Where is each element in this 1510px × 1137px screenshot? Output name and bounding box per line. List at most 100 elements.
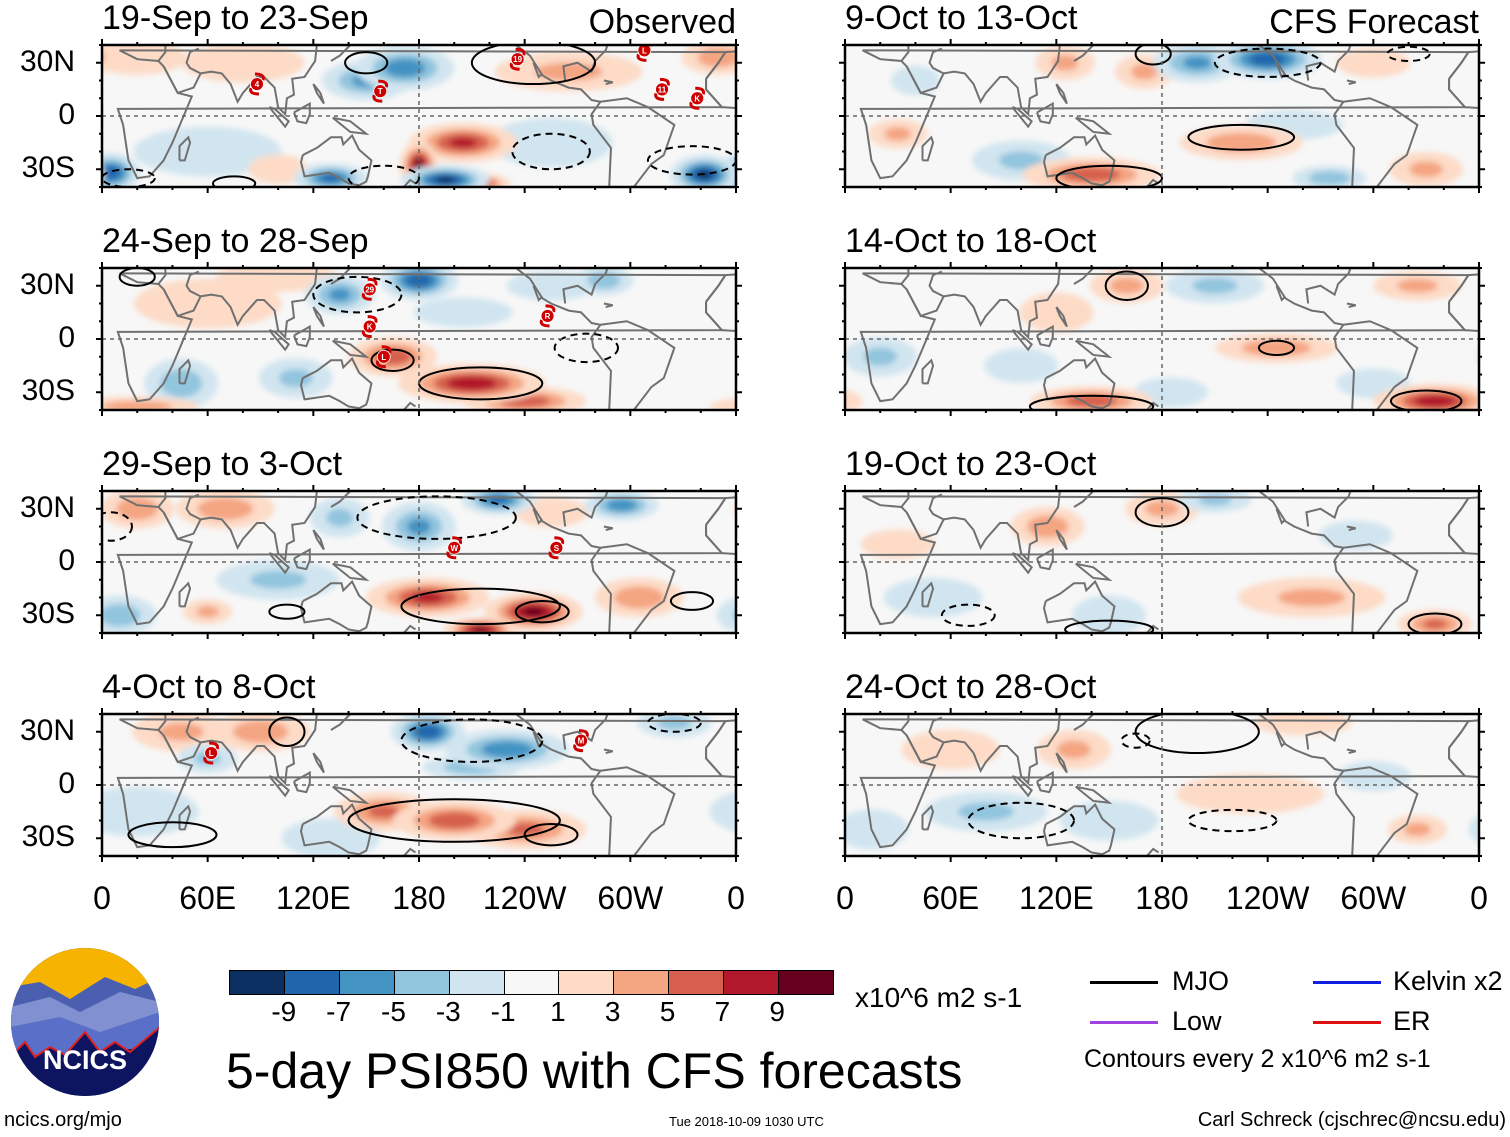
colorbar-swatch (284, 971, 340, 994)
map-panel: 4 T 19 L 11 K (96, 39, 742, 193)
mjo-contour-positive (344, 51, 389, 75)
mjo-contour-negative (400, 718, 544, 763)
storm-label: L (209, 749, 214, 758)
mjo-contour-positive (370, 348, 415, 372)
mjo-contour-positive (1389, 389, 1463, 410)
mjo-contour-positive (1257, 339, 1296, 356)
latitude-label: 30N (19, 267, 75, 301)
colorbar-swatch (559, 971, 615, 994)
positive-anomaly (102, 491, 736, 529)
tropical-cyclone-icon: 19 (509, 47, 526, 71)
colorbar-swatch (724, 971, 780, 994)
storm-label: L (642, 46, 647, 55)
colorbar-tick-label: -7 (326, 996, 352, 1027)
coastlines (116, 714, 736, 856)
positive-anomaly (211, 714, 310, 752)
negative-anomaly (1059, 800, 1159, 841)
positive-anomaly (1019, 292, 1094, 333)
axis-ticks (96, 39, 742, 193)
coastlines (859, 45, 1479, 187)
psi850-map (839, 485, 1485, 639)
tropical-cyclone-icon: L (375, 345, 392, 369)
legend-label-low: Low (1172, 1006, 1222, 1036)
coastlines (116, 45, 736, 187)
storm-label: K (367, 323, 373, 332)
colorbar-swatch (449, 971, 505, 994)
positive-anomaly (248, 154, 308, 185)
legend-label-kelvin: Kelvin x2 (1393, 966, 1503, 996)
tropical-cyclone-icon: W (446, 536, 463, 560)
negative-anomaly (102, 595, 736, 633)
negative-anomaly (310, 497, 370, 538)
latitude-label: 0 (58, 98, 75, 131)
negative-anomaly (390, 714, 465, 752)
tropical-cyclone-icon: 11 (654, 77, 670, 101)
axis-ticks (839, 262, 1485, 416)
positive-anomaly (1089, 268, 1164, 304)
negative-anomaly (984, 348, 1059, 384)
negative-anomaly (1318, 520, 1393, 551)
legend-line-kelvin (1313, 981, 1381, 984)
figure-title: 5-day PSI850 with CFS forecasts (226, 1043, 963, 1099)
negative-anomaly (401, 164, 490, 187)
legend-line-mjo (1090, 981, 1158, 984)
storm-label: W (450, 544, 458, 553)
negative-anomaly (845, 809, 1479, 850)
colorbar-swatch (614, 971, 670, 994)
coastlines (116, 268, 736, 410)
colorbar (229, 970, 834, 995)
latitude-label: 30N (19, 713, 75, 747)
forecast-label: CFS Forecast (1269, 3, 1479, 41)
tropical-cyclone-icon: K (689, 86, 706, 110)
positive-anomaly (102, 396, 736, 410)
longitude-label: 60W (1340, 880, 1407, 916)
panel-title: 24-Oct to 28-Oct (845, 668, 1097, 706)
axis-ticks (96, 262, 742, 416)
axis-ticks (96, 485, 742, 639)
positive-anomaly (1036, 729, 1111, 770)
positive-anomaly (1214, 332, 1339, 363)
negative-anomaly (102, 786, 736, 837)
latitude-label: 30N (19, 490, 75, 524)
axis-ticks (839, 485, 1485, 639)
mjo-contour-positive (1064, 619, 1155, 633)
mjo-contour-positive (127, 821, 218, 849)
colorbar-swatch (230, 971, 285, 994)
mjo-contour-positive (268, 603, 306, 620)
ncics-logo-graphic: NCICS (11, 948, 159, 1096)
positive-anomaly (845, 383, 1479, 410)
panel-title: 19-Oct to 23-Oct (845, 445, 1097, 483)
mjo-contour-positive (1104, 270, 1149, 301)
negative-anomaly (924, 791, 1048, 832)
longitude-label: 120E (275, 880, 351, 916)
negative-anomaly (890, 65, 941, 96)
mjo-contour-positive (347, 798, 561, 843)
storm-label: S (554, 544, 560, 553)
mjo-contour-negative (102, 168, 156, 187)
storm-label: 11 (658, 85, 667, 94)
coastlines (859, 268, 1479, 410)
latitude-label: 30S (21, 374, 75, 408)
coastlines (859, 491, 1479, 633)
panel-title: 9-Oct to 13-Oct (845, 0, 1078, 37)
colorbar-swatch (339, 971, 395, 994)
negative-anomaly (489, 117, 613, 168)
positive-anomaly (1336, 47, 1411, 78)
mjo-contour-negative (646, 145, 736, 176)
positive-anomaly (408, 122, 518, 163)
legend-line-low (1090, 1021, 1158, 1024)
mjo-contour-negative (312, 275, 403, 314)
colorbar-tick-label: -5 (381, 996, 406, 1027)
mjo-contour-positive (669, 591, 715, 611)
mjo-contour-negative (1120, 732, 1151, 749)
colorbar-tick-label: -9 (271, 996, 297, 1027)
website-link[interactable]: ncics.org/mjo (4, 1109, 122, 1131)
positive-anomaly (1176, 773, 1325, 814)
latitude-label: 30S (21, 597, 75, 631)
positive-anomaly (1387, 814, 1447, 845)
psi850-map (839, 708, 1485, 862)
longitude-label: 120W (482, 880, 567, 916)
mjo-contour-negative (553, 332, 620, 364)
